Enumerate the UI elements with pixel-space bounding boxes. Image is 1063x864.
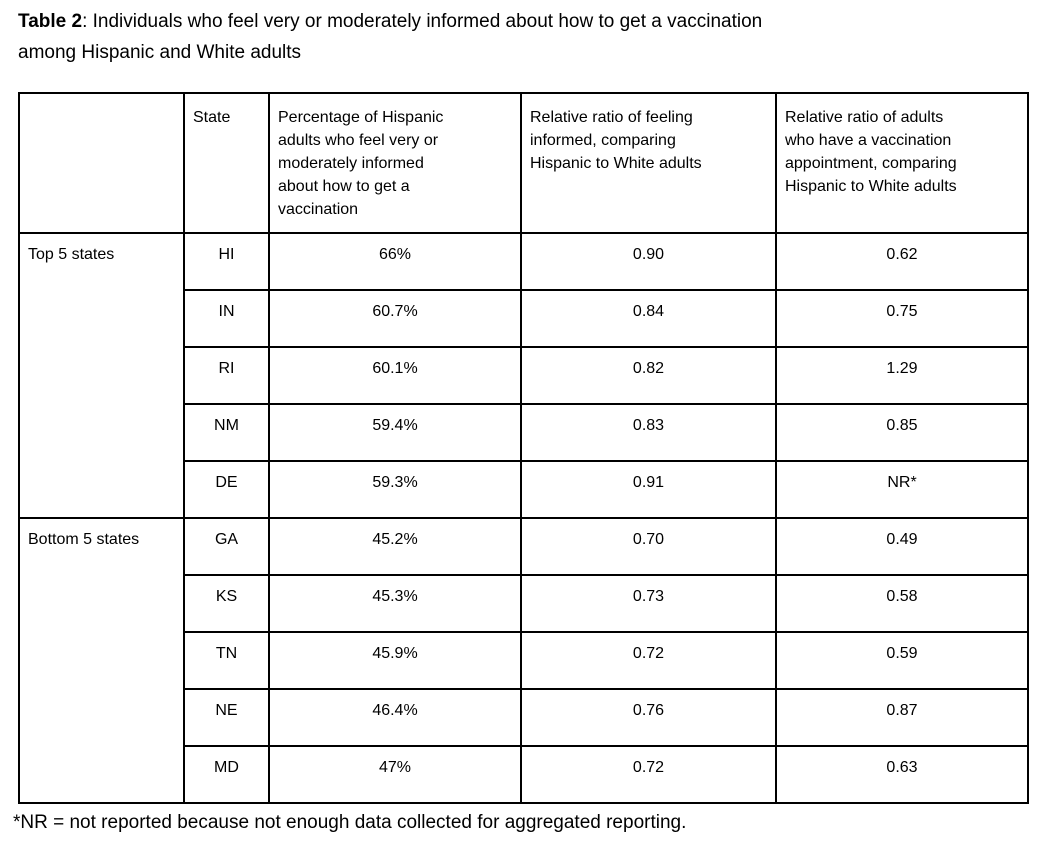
ratio-appointment-cell: 0.85 (775, 403, 1029, 462)
document-page: Table 2: Individuals who feel very or mo… (13, 6, 1045, 833)
table-row: DE 59.3% 0.91 NR* (19, 460, 1029, 519)
pct-cell: 66% (268, 232, 522, 291)
state-cell: KS (183, 574, 270, 633)
ratio-informed-cell: 0.84 (520, 289, 777, 348)
ratio-informed-cell: 0.73 (520, 574, 777, 633)
header-cell-group (18, 92, 185, 234)
group-cell-bottom-5-states: Bottom 5 states (18, 517, 185, 804)
table-row: NM 59.4% 0.83 0.85 (19, 403, 1029, 462)
ratio-appointment-cell: 0.63 (775, 745, 1029, 804)
table-row: RI 60.1% 0.82 1.29 (19, 346, 1029, 405)
pct-cell: 60.1% (268, 346, 522, 405)
ratio-appointment-cell: NR* (775, 460, 1029, 519)
ratio-informed-cell: 0.82 (520, 346, 777, 405)
table-row: Bottom 5 states GA 45.2% 0.70 0.49 (18, 517, 1029, 804)
table-row: Top 5 states HI 66% 0.90 0.62 (18, 232, 1029, 519)
header-cell-ratio-appointment: Relative ratio of adults who have a vacc… (775, 92, 1029, 234)
state-cell: GA (183, 517, 270, 576)
ratio-informed-cell: 0.72 (520, 745, 777, 804)
data-table: State Percentage of Hispanic adults who … (18, 92, 1029, 804)
table-row: IN 60.7% 0.84 0.75 (19, 289, 1029, 348)
ratio-appointment-cell: 0.87 (775, 688, 1029, 747)
pct-cell: 59.3% (268, 460, 522, 519)
pct-cell: 46.4% (268, 688, 522, 747)
pct-cell: 45.2% (268, 517, 522, 576)
table-row: KS 45.3% 0.73 0.58 (19, 574, 1029, 633)
state-cell: NE (183, 688, 270, 747)
footnote: *NR = not reported because not enough da… (13, 812, 687, 833)
state-cell: MD (183, 745, 270, 804)
ratio-appointment-cell: 1.29 (775, 346, 1029, 405)
table-title-label: Table 2 (18, 11, 83, 32)
pct-cell: 47% (268, 745, 522, 804)
pct-cell: 45.3% (268, 574, 522, 633)
ratio-informed-cell: 0.91 (520, 460, 777, 519)
header-cell-ratio-informed: Relative ratio of feeling informed, comp… (520, 92, 777, 234)
state-cell: TN (183, 631, 270, 690)
ratio-appointment-cell: 0.58 (775, 574, 1029, 633)
state-cell: HI (183, 232, 270, 291)
ratio-appointment-cell: 0.62 (775, 232, 1029, 291)
header-cell-percentage: Percentage of Hispanic adults who feel v… (268, 92, 522, 234)
state-cell: DE (183, 460, 270, 519)
table-row: TN 45.9% 0.72 0.59 (19, 631, 1029, 690)
header-row: State Percentage of Hispanic adults who … (18, 92, 1029, 234)
table-row: NE 46.4% 0.76 0.87 (19, 688, 1029, 747)
ratio-appointment-cell: 0.49 (775, 517, 1029, 576)
ratio-informed-cell: 0.72 (520, 631, 777, 690)
table-title: Table 2: Individuals who feel very or mo… (18, 6, 1045, 68)
state-cell: RI (183, 346, 270, 405)
ratio-informed-cell: 0.90 (520, 232, 777, 291)
ratio-informed-cell: 0.70 (520, 517, 777, 576)
ratio-appointment-cell: 0.75 (775, 289, 1029, 348)
group-cell-top-5-states: Top 5 states (18, 232, 185, 519)
ratio-appointment-cell: 0.59 (775, 631, 1029, 690)
pct-cell: 59.4% (268, 403, 522, 462)
ratio-informed-cell: 0.83 (520, 403, 777, 462)
header-cell-state: State (183, 92, 270, 234)
ratio-informed-cell: 0.76 (520, 688, 777, 747)
table-row: MD 47% 0.72 0.63 (19, 745, 1029, 804)
table-title-text: : Individuals who feel very or moderatel… (18, 11, 763, 63)
state-cell: IN (183, 289, 270, 348)
state-cell: NM (183, 403, 270, 462)
pct-cell: 45.9% (268, 631, 522, 690)
pct-cell: 60.7% (268, 289, 522, 348)
